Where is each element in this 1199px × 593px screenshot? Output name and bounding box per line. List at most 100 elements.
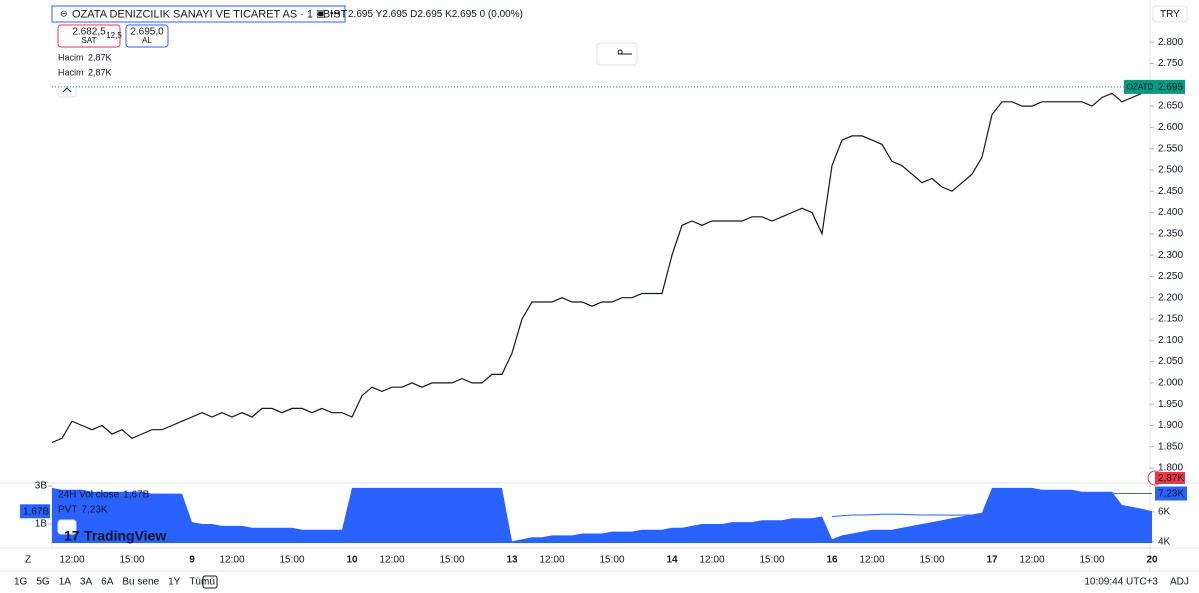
y-tick-label: 3B [35, 481, 48, 492]
collapse-icon [62, 87, 72, 93]
collapse-button[interactable] [57, 519, 77, 535]
value-tag-label: 7,23K [1158, 489, 1184, 500]
x-tick-label: 15:00 [119, 555, 144, 566]
x-tick-label: 15:00 [919, 555, 944, 566]
more-icon[interactable]: ••• [330, 9, 341, 20]
brand: 17 TradingView [64, 528, 166, 544]
volume-area [52, 487, 1152, 544]
y-tick-label: 2.750 [1158, 58, 1183, 69]
collapse-button[interactable] [57, 82, 77, 98]
currency: TRY [1160, 9, 1180, 20]
x-tick-label: 15:00 [1079, 555, 1104, 566]
timeframe[interactable]: 1A [59, 577, 72, 588]
x-tick-label: 13 [506, 555, 518, 566]
price-tag-label: 2.695 [1158, 82, 1183, 93]
y-tick-label: 1.950 [1158, 399, 1183, 410]
legend-value: 1,67B [123, 490, 149, 501]
legend-name: PVT [58, 505, 77, 516]
x-tick-label: 15:00 [439, 555, 464, 566]
y-tick-label: 2.050 [1158, 356, 1183, 367]
drawing-toolbar[interactable] [596, 42, 638, 66]
y-tick-label: 1.850 [1158, 441, 1183, 452]
value-tag-label: 1,67B [23, 506, 49, 517]
y-tick-label: 2.650 [1158, 101, 1183, 112]
volume-tag-label: 2,87K [1158, 473, 1184, 484]
clock: 10:09:44 UTC+3 [1084, 577, 1158, 588]
flag-icon: ⊖ [60, 8, 68, 18]
y-tick-label: 1B [35, 519, 48, 530]
x-tick-label: 10 [346, 555, 358, 566]
x-tick-label: 15:00 [279, 555, 304, 566]
eye-icon[interactable]: ▣ [316, 9, 325, 20]
currency-box[interactable] [1152, 5, 1188, 23]
x-tick-label: 9 [189, 555, 195, 566]
buy-label: AL [142, 36, 152, 45]
x-tick-label: 12:00 [379, 555, 404, 566]
x-tick-label: 14 [666, 555, 678, 566]
x-tick-label: 15:00 [599, 555, 624, 566]
y2-tick-label: 4K [1158, 537, 1171, 548]
volume-legend-name: Hacim [58, 67, 84, 77]
y-tick-label: 2.000 [1158, 378, 1183, 389]
timeframe[interactable]: 1G [14, 577, 28, 588]
legend-name: 24H Vol close [58, 490, 120, 501]
price-tag [1155, 79, 1185, 94]
x-tick-label: 12:00 [59, 555, 84, 566]
x-tick-label: 15:00 [759, 555, 784, 566]
sell-price: 2.682,5 [72, 27, 106, 38]
timeframe[interactable]: 5G [36, 577, 50, 588]
y-tick-label: 2.500 [1158, 165, 1183, 176]
y-tick-label: 2.550 [1158, 143, 1183, 154]
y-tick-label: 1.800 [1158, 463, 1183, 474]
brand-name: TradingView [84, 528, 166, 544]
volume-legend-name: Hacim [58, 52, 84, 62]
timeframe[interactable]: 6A [101, 577, 114, 588]
volume-legend-value: 2,87K [88, 67, 112, 77]
volume-legend-value: 2,87K [88, 52, 112, 62]
y-tick-label: 2.250 [1158, 271, 1183, 282]
price-line [51, 86, 1153, 444]
x-tick-label: 17 [986, 555, 998, 566]
buy-button[interactable] [125, 24, 169, 48]
legend-value: 7,23K [81, 505, 107, 516]
scale-button[interactable]: Z [25, 555, 31, 566]
spread: 12,5 [106, 31, 122, 40]
timeframe[interactable]: 1Y [168, 577, 181, 588]
buy-price: 2.695,0 [130, 27, 164, 38]
x-tick-label: 12:00 [539, 555, 564, 566]
y-tick-label: 1.900 [1158, 420, 1183, 431]
x-tick-label: 16 [826, 555, 838, 566]
y-tick-label: 2.200 [1158, 292, 1183, 303]
timeframe[interactable]: Bu sene [122, 577, 159, 588]
x-tick-label: 12:00 [859, 555, 884, 566]
y-tick-label: 2.400 [1158, 207, 1183, 218]
value-tag [20, 504, 50, 519]
symbol-tag [1124, 79, 1156, 94]
y-tick-label: 2.350 [1158, 228, 1183, 239]
sell-button[interactable] [57, 24, 121, 48]
timeframes: 1G 5G 1A 3A 6A Bu sene 1Y Tümü [14, 577, 215, 588]
tool-icon [617, 49, 632, 55]
ohlc: 2.695 Y2.695 D2.695 K2.695 0 (0,00%) [348, 9, 523, 20]
symbol-box[interactable] [51, 5, 346, 23]
x-tick-label: 12:00 [1019, 555, 1044, 566]
y-tick-label: 2.800 [1158, 37, 1183, 48]
symbol-tag-label: OZATD [1127, 82, 1154, 91]
y-tick-label: 2.300 [1158, 250, 1183, 261]
y-tick-label: 2.600 [1158, 122, 1183, 133]
timeframe[interactable]: 3A [80, 577, 93, 588]
symbol-title: OZATA DENIZCILIK SANAYI VE TICARET AS · … [72, 8, 348, 20]
brand-icon: 17 [64, 528, 80, 544]
y-tick-label: 2.150 [1158, 314, 1183, 325]
y-tick-label: 2.450 [1158, 186, 1183, 197]
x-tick-label: 12:00 [219, 555, 244, 566]
x-tick-label: 12:00 [699, 555, 724, 566]
pvt-line [831, 492, 1152, 517]
adj[interactable]: ADJ [1170, 577, 1189, 588]
date-range-icon[interactable] [202, 575, 218, 589]
y2-tick-label: 6K [1158, 507, 1171, 518]
y-tick-label: 2.100 [1158, 335, 1183, 346]
timeframe[interactable]: Tümü [189, 577, 215, 588]
sell-label: SAT [82, 36, 97, 45]
